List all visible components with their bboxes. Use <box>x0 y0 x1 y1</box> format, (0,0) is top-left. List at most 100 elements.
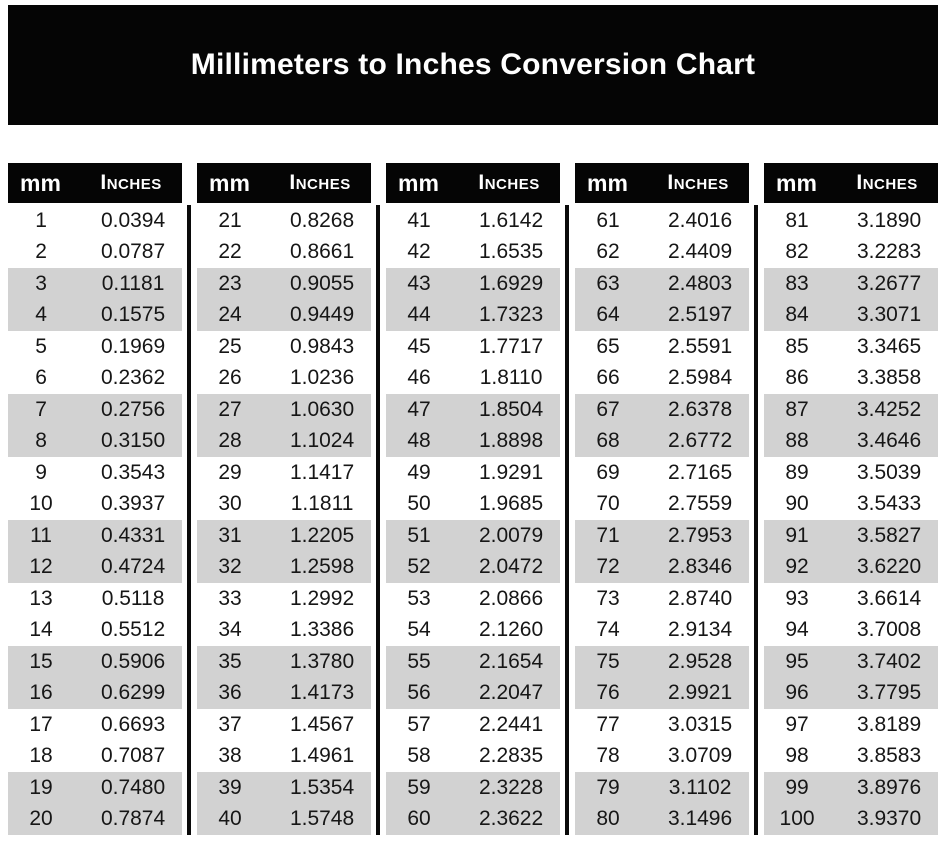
cell-mm: 82 <box>785 240 809 264</box>
cell-mm: 81 <box>785 208 809 232</box>
cell-inches: 0.9055 <box>289 271 355 295</box>
table-row: 59 2.3228 <box>386 772 560 804</box>
table-row: 70 2.7559 <box>575 489 749 521</box>
cell-inches: 3.9370 <box>856 807 922 831</box>
table-row: 18 0.7087 <box>8 741 182 773</box>
column-divider <box>565 205 569 835</box>
table-row: 52 2.0472 <box>386 551 560 583</box>
cell-mm: 95 <box>785 649 809 673</box>
table-row: 54 2.1260 <box>386 615 560 647</box>
cell-mm: 78 <box>596 744 620 768</box>
cell-inches: 1.3386 <box>289 618 355 642</box>
cell-inches: 3.0709 <box>667 744 733 768</box>
column-header-mm: mm <box>776 169 817 196</box>
cell-inches: 2.0472 <box>478 555 544 579</box>
table-column-group: mm Inches 81 3.1890 82 3.2283 83 3.2677 … <box>764 163 938 835</box>
table-row: 4 0.1575 <box>8 299 182 331</box>
cell-inches: 1.8898 <box>478 429 544 453</box>
table-row: 28 1.1024 <box>197 425 371 457</box>
table-row: 91 3.5827 <box>764 520 938 552</box>
cell-inches: 0.0394 <box>100 208 166 232</box>
cell-mm: 76 <box>596 681 620 705</box>
cell-inches: 1.8110 <box>479 366 543 390</box>
cell-inches: 0.5512 <box>100 618 166 642</box>
cell-inches: 0.3937 <box>100 492 166 516</box>
table-row: 87 3.4252 <box>764 394 938 426</box>
table-row: 43 1.6929 <box>386 268 560 300</box>
cell-inches: 0.9843 <box>289 334 355 358</box>
cell-inches: 0.1181 <box>101 271 165 295</box>
cell-mm: 83 <box>785 271 809 295</box>
table-row: 98 3.8583 <box>764 741 938 773</box>
cell-mm: 73 <box>596 586 620 610</box>
cell-inches: 3.8976 <box>856 775 922 799</box>
cell-mm: 3 <box>35 271 47 295</box>
cell-inches: 2.8346 <box>667 555 733 579</box>
cell-mm: 60 <box>407 807 431 831</box>
table-row: 81 3.1890 <box>764 205 938 237</box>
cell-inches: 0.9449 <box>289 303 355 327</box>
cell-inches: 1.5354 <box>289 775 355 799</box>
table-row: 12 0.4724 <box>8 551 182 583</box>
cell-inches: 3.7402 <box>856 649 922 673</box>
cell-inches: 0.7087 <box>100 744 166 768</box>
cell-mm: 28 <box>218 429 242 453</box>
cell-inches: 3.3858 <box>856 366 922 390</box>
cell-inches: 3.0315 <box>667 712 733 736</box>
cell-mm: 5 <box>35 334 47 358</box>
cell-inches: 2.4803 <box>667 271 733 295</box>
table-row: 14 0.5512 <box>8 615 182 647</box>
table-row: 89 3.5039 <box>764 457 938 489</box>
column-header: mm Inches <box>386 163 560 203</box>
table-row: 88 3.4646 <box>764 425 938 457</box>
cell-inches: 2.4016 <box>667 208 733 232</box>
table-column-group: mm Inches 41 1.6142 42 1.6535 43 1.6929 … <box>386 163 560 835</box>
table-row: 16 0.6299 <box>8 677 182 709</box>
cell-inches: 2.9528 <box>667 649 733 673</box>
cell-inches: 1.7717 <box>478 334 544 358</box>
cell-inches: 2.3622 <box>478 807 544 831</box>
table-row: 39 1.5354 <box>197 772 371 804</box>
cell-mm: 54 <box>407 618 431 642</box>
cell-mm: 98 <box>785 744 809 768</box>
table-row: 96 3.7795 <box>764 677 938 709</box>
page: Millimeters to Inches Conversion Chart m… <box>0 5 946 849</box>
table-row: 38 1.4961 <box>197 741 371 773</box>
cell-mm: 25 <box>218 334 242 358</box>
cell-inches: 3.7795 <box>856 681 922 705</box>
cell-inches: 1.0630 <box>289 397 355 421</box>
conversion-table: mm Inches 1 0.0394 2 0.0787 3 0.1181 4 0… <box>8 163 938 835</box>
cell-inches: 2.1260 <box>478 618 544 642</box>
table-row: 99 3.8976 <box>764 772 938 804</box>
table-row: 23 0.9055 <box>197 268 371 300</box>
cell-mm: 87 <box>785 397 809 421</box>
cell-mm: 10 <box>29 492 53 516</box>
column-header-inches: Inches <box>289 171 351 194</box>
table-row: 25 0.9843 <box>197 331 371 363</box>
table-row: 27 1.0630 <box>197 394 371 426</box>
table-row: 19 0.7480 <box>8 772 182 804</box>
table-row: 49 1.9291 <box>386 457 560 489</box>
cell-inches: 3.5433 <box>856 492 922 516</box>
table-row: 20 0.7874 <box>8 803 182 835</box>
table-row: 31 1.2205 <box>197 520 371 552</box>
table-row: 1 0.0394 <box>8 205 182 237</box>
cell-inches: 1.9685 <box>478 492 544 516</box>
cell-mm: 89 <box>785 460 809 484</box>
cell-inches: 3.1496 <box>667 807 733 831</box>
cell-inches: 1.5748 <box>289 807 355 831</box>
cell-mm: 13 <box>29 586 53 610</box>
cell-mm: 33 <box>218 586 242 610</box>
cell-mm: 56 <box>407 681 431 705</box>
table-row: 84 3.3071 <box>764 299 938 331</box>
rows: 21 0.8268 22 0.8661 23 0.9055 24 0.9449 … <box>197 205 371 835</box>
table-row: 24 0.9449 <box>197 299 371 331</box>
cell-mm: 75 <box>596 649 620 673</box>
cell-inches: 3.1102 <box>668 775 732 799</box>
cell-inches: 2.5591 <box>667 334 733 358</box>
cell-mm: 65 <box>596 334 620 358</box>
cell-inches: 1.2992 <box>289 586 355 610</box>
cell-inches: 1.0236 <box>289 366 355 390</box>
cell-mm: 66 <box>596 366 620 390</box>
table-row: 9 0.3543 <box>8 457 182 489</box>
